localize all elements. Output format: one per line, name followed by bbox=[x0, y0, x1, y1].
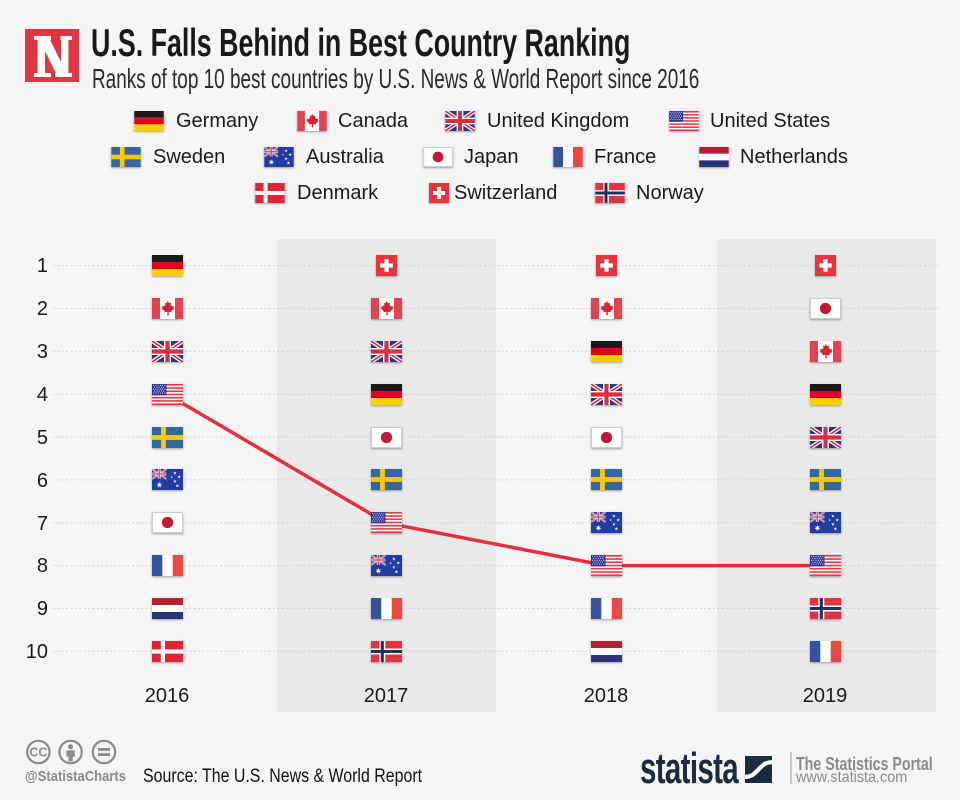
svg-text:CC: CC bbox=[29, 746, 47, 760]
